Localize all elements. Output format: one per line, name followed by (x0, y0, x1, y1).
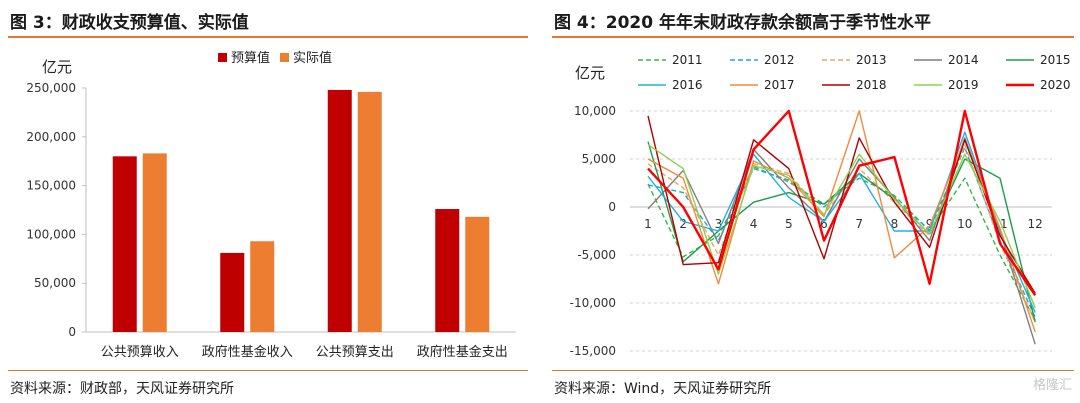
x-tick-label: 8 (891, 217, 899, 231)
y-tick-label: 200,000 (26, 130, 76, 144)
y-axis-label: 亿元 (575, 64, 605, 82)
series-line-2011 (647, 165, 1036, 321)
x-tick-label: 政府性基金收入 (202, 344, 293, 360)
series-line-2018 (647, 115, 1036, 294)
legend-label: 2014 (948, 53, 979, 67)
series-line-2017 (647, 110, 1036, 333)
x-tick-label: 12 (1028, 217, 1043, 231)
legend-label: 预算值 (231, 50, 270, 66)
y-tick-label: 0 (68, 325, 76, 339)
y-axis-label: 亿元 (42, 58, 72, 76)
legend-label: 2015 (1040, 53, 1071, 67)
x-tick-label: 6 (820, 217, 828, 231)
x-tick-label: 2 (679, 217, 687, 231)
y-tick-label: 10,000 (574, 104, 616, 118)
legend-label: 2017 (764, 78, 795, 92)
y-tick-label: 100,000 (26, 227, 76, 241)
bar-预算值-3 (327, 89, 352, 333)
y-tick-label: -15,000 (570, 344, 616, 358)
legend-label: 2020 (1040, 78, 1071, 92)
series-line-2020 (647, 109, 1037, 296)
source-rule (552, 370, 1074, 371)
title-rule (552, 36, 1074, 38)
y-tick-label: 150,000 (26, 179, 76, 193)
x-tick-label: 5 (785, 217, 793, 231)
legend-label: 2013 (856, 53, 887, 67)
title-rule (8, 36, 528, 38)
x-tick-label: 政府性基金支出 (417, 344, 508, 360)
series-line-2015 (647, 141, 1036, 323)
y-tick-label: -10,000 (570, 296, 616, 310)
y-tick-label: 50,000 (34, 276, 76, 290)
source-note: 资料来源：Wind，天风证券研究所 (554, 381, 772, 397)
bar-实际值-4 (465, 216, 490, 332)
legend-label: 2012 (764, 53, 795, 67)
bar-预算值-4 (435, 209, 460, 332)
x-tick-label: 公共预算收入 (101, 345, 179, 360)
x-tick-label: 3 (715, 217, 723, 231)
bar-chart-panel: 图 3：财政收支预算值、实际值 亿元 0 50,000 100,000 150,000 2… (0, 0, 536, 403)
source-note: 资料来源：财政部，天风证券研究所 (10, 381, 234, 397)
x-tick-label: 7 (855, 217, 863, 231)
chart-title: 图 3：财政收支预算值、实际值 (10, 13, 249, 33)
watermark: 格隆汇 (1032, 378, 1072, 393)
source-rule (8, 370, 528, 371)
legend-label: 2018 (856, 78, 887, 92)
legend-label: 实际值 (293, 50, 332, 66)
legend-label: 2019 (948, 78, 979, 92)
line-chart-panel: 图 4：2020 年年末财政存款余额高于季节性水平 亿元 10,000 5,000 0… (544, 0, 1080, 403)
bar-预算值-1 (112, 156, 137, 332)
series-line-2013 (647, 143, 1036, 323)
legend-swatch (218, 53, 227, 62)
legend-label: 2016 (672, 78, 703, 92)
chart-title: 图 4：2020 年年末财政存款余额高于季节性水平 (554, 13, 931, 33)
legend-label: 2011 (672, 53, 703, 67)
bar-实际值-3 (357, 91, 382, 333)
x-tick-label: 9 (926, 217, 934, 231)
bar-预算值-2 (220, 252, 245, 332)
y-tick-label: -5,000 (577, 248, 616, 262)
x-tick-label: 1 (644, 217, 652, 231)
y-tick-label: 5,000 (582, 152, 616, 166)
y-tick-label: 0 (608, 200, 616, 214)
y-tick-label: 250,000 (26, 81, 76, 95)
x-tick-label: 公共预算支出 (316, 345, 394, 360)
x-tick-label: 10 (957, 217, 972, 231)
bar-实际值-2 (250, 241, 275, 332)
bar-chart: 亿元 0 50,000 100,000 150,000 200,000 250,000 公共预… (26, 50, 516, 360)
legend-swatch (280, 53, 289, 62)
x-tick-label: 4 (750, 217, 758, 231)
bar-实际值-1 (142, 153, 167, 332)
